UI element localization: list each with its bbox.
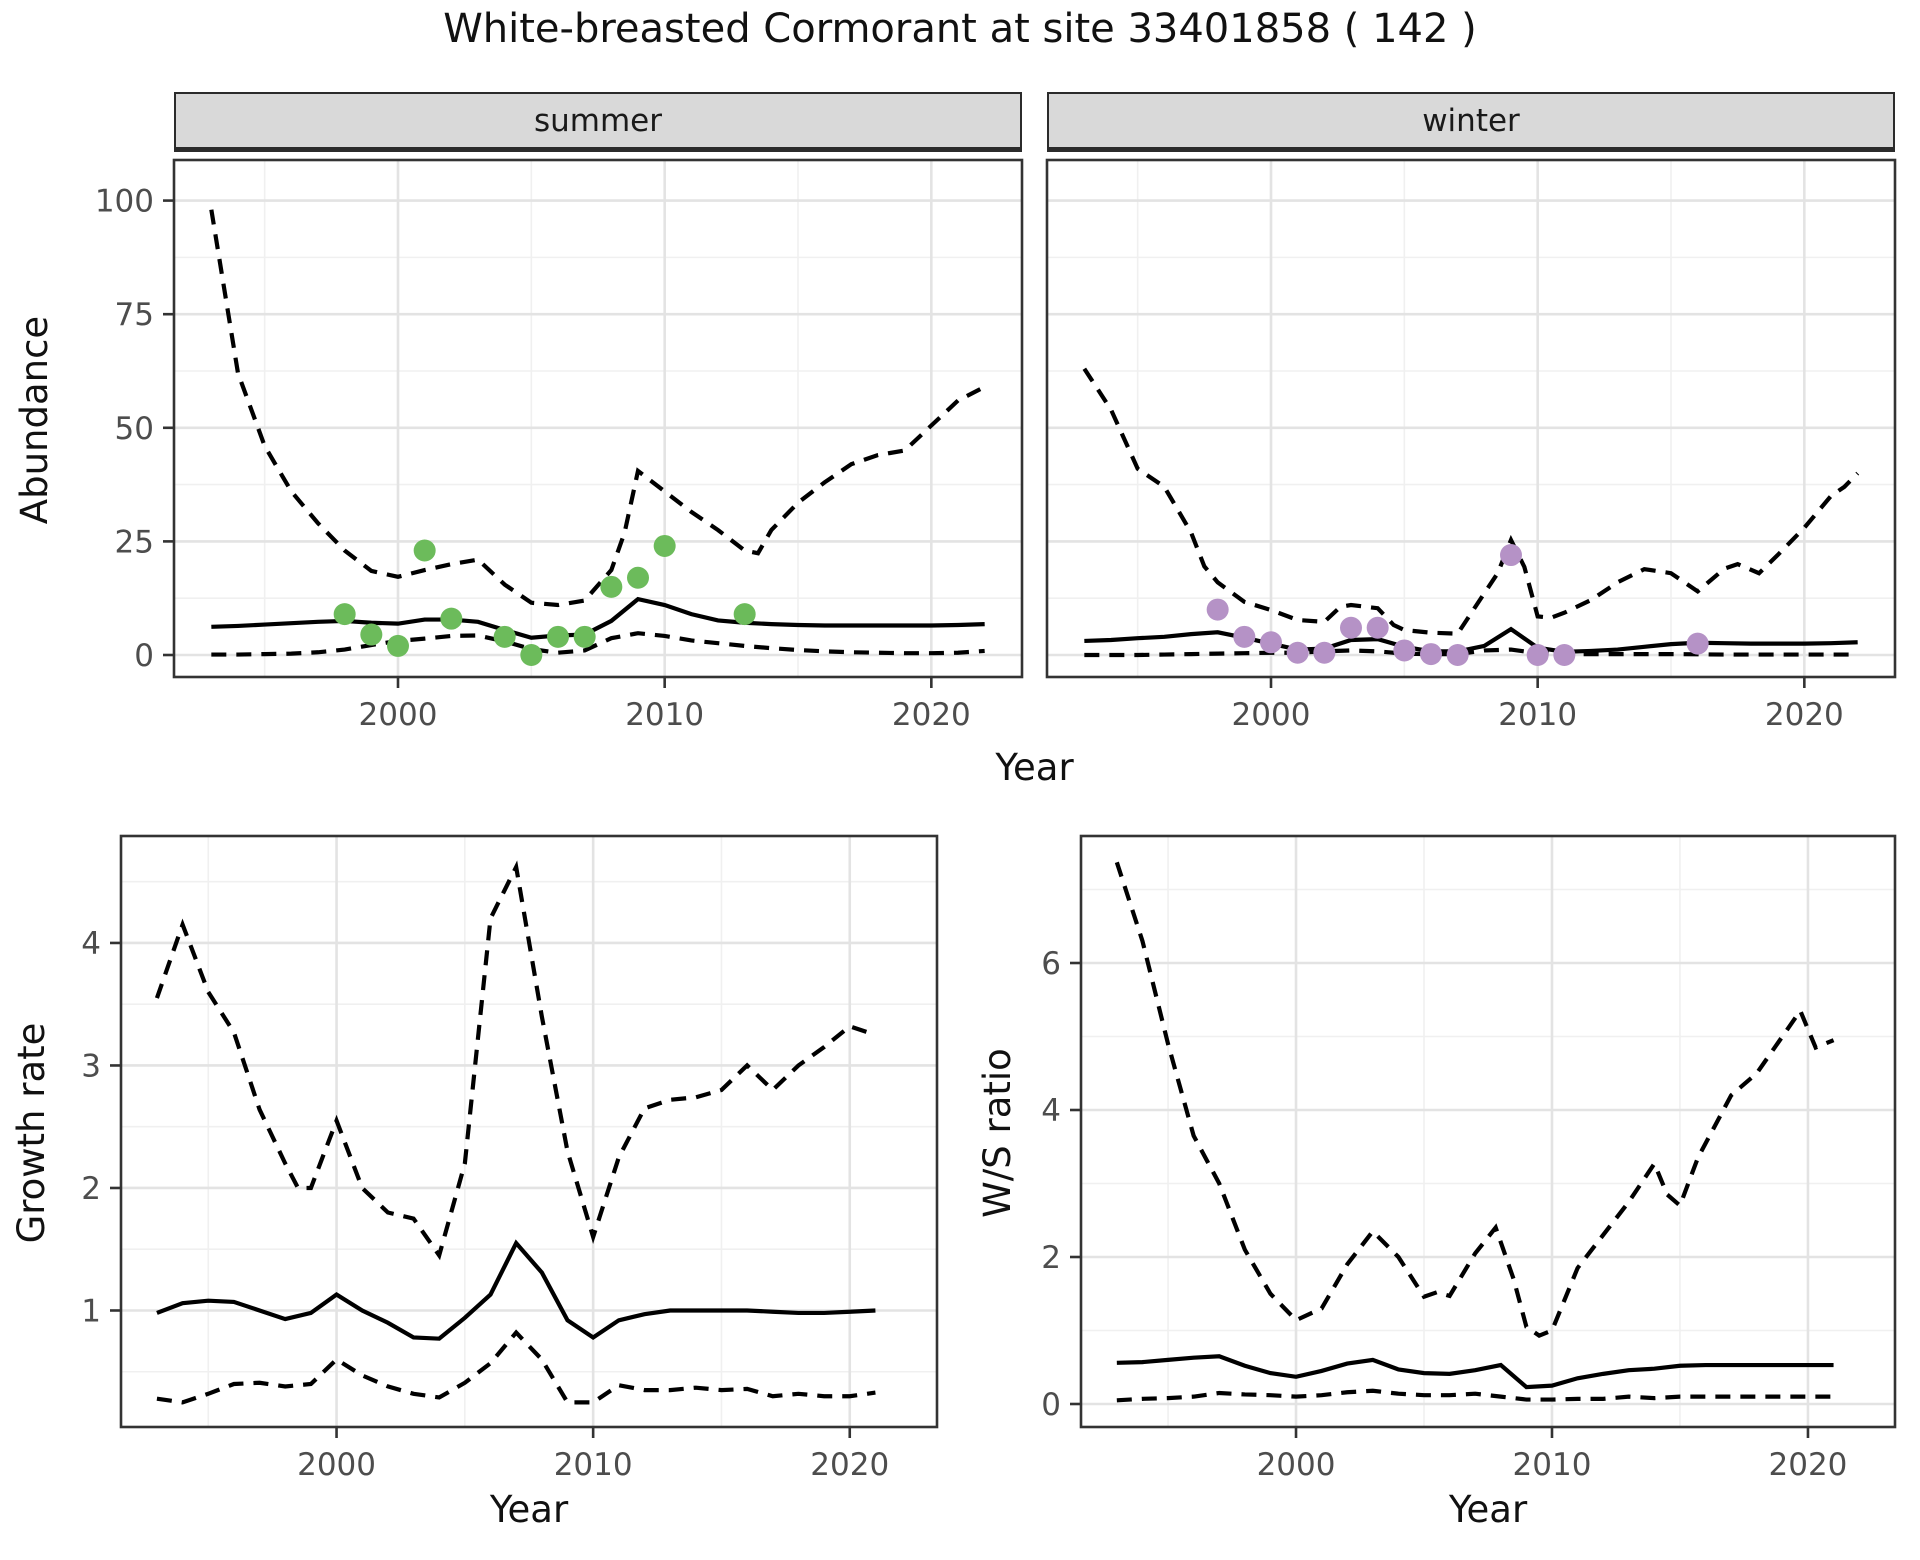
x-tick-label: 2010 bbox=[625, 697, 704, 733]
x-axis-title-bottom-left: Year bbox=[489, 1488, 569, 1531]
x-axis-title-top: Year bbox=[995, 746, 1074, 789]
ws_ratio-upper-ci-line bbox=[1114, 861, 1835, 1339]
y-tick-label: 100 bbox=[95, 184, 154, 220]
panel-ws_ratio: 2000 2010 2020 0 2 4 6 bbox=[1041, 834, 1897, 1483]
y-tick-label: 0 bbox=[134, 638, 154, 674]
growth_rate-median-line bbox=[156, 1239, 876, 1341]
y-tick-label: 0 bbox=[1041, 1387, 1061, 1423]
chart-title: White-breasted Cormorant at site 3340185… bbox=[443, 6, 1477, 52]
y-axis-title-abundance: Abundance bbox=[13, 315, 56, 525]
y-tick-label: 6 bbox=[1041, 946, 1061, 982]
x-tick-label: 2010 bbox=[554, 1447, 633, 1483]
x-tick-label: 2020 bbox=[892, 697, 971, 733]
summer_abundance-lower-ci-line bbox=[211, 631, 985, 657]
y-axis-title-ws-ratio: W/S ratio bbox=[976, 1048, 1019, 1218]
y-tick-label: 50 bbox=[115, 411, 154, 447]
x-tick-label: 2000 bbox=[359, 697, 438, 733]
ws_ratio-lower-ci-line bbox=[1116, 1388, 1834, 1403]
y-tick-label: 2 bbox=[81, 1171, 101, 1207]
winter_abundance-observation-points bbox=[1206, 544, 1709, 667]
ws_ratio-median-line bbox=[1116, 1354, 1834, 1390]
y-tick-label: 75 bbox=[115, 297, 154, 333]
y-tick-label: 25 bbox=[115, 524, 154, 560]
winter_abundance-lower-ci-line bbox=[1084, 647, 1858, 658]
y-tick-label: 1 bbox=[81, 1293, 101, 1329]
x-tick-label: 2020 bbox=[1769, 1447, 1848, 1483]
y-tick-label: 2 bbox=[1041, 1240, 1061, 1276]
x-axis-title-bottom-right: Year bbox=[1448, 1488, 1528, 1531]
y-tick-label: 4 bbox=[1041, 1093, 1061, 1129]
winter_abundance-median-line bbox=[1084, 626, 1858, 654]
growth_rate-upper-ci-line bbox=[154, 860, 877, 1261]
x-tick-label: 2000 bbox=[1232, 697, 1311, 733]
facet-strip-winter: winter bbox=[1047, 92, 1895, 152]
facet-strip-summer: summer bbox=[174, 92, 1022, 152]
y-axis-title-growth-rate: Growth rate bbox=[10, 1022, 53, 1244]
x-tick-label: 2020 bbox=[810, 1447, 889, 1483]
facet-strip-winter-label: winter bbox=[1422, 102, 1520, 139]
panel-growth_rate: 2000 2010 2020 1 2 3 4 bbox=[81, 834, 939, 1483]
x-tick-label: 2000 bbox=[297, 1447, 376, 1483]
summer_abundance-upper-ci-line bbox=[209, 209, 986, 608]
x-tick-label: 2010 bbox=[1498, 697, 1577, 733]
growth_rate-lower-ci-line bbox=[156, 1329, 876, 1405]
x-tick-label: 2010 bbox=[1513, 1447, 1592, 1483]
y-tick-label: 3 bbox=[81, 1048, 101, 1084]
summer_abundance-observation-points bbox=[333, 534, 756, 667]
y-tick-label: 4 bbox=[81, 926, 101, 962]
x-tick-label: 2020 bbox=[1765, 697, 1844, 733]
facet-strip-summer-label: summer bbox=[533, 102, 662, 139]
x-tick-label: 2000 bbox=[1257, 1447, 1336, 1483]
winter_abundance-upper-ci-line bbox=[1082, 367, 1860, 636]
panel-winter_abundance: 2000 2010 2020 bbox=[1045, 158, 1897, 733]
panel-summer_abundance: 2000 2010 2020 0 25 50 75 100 bbox=[95, 158, 1024, 733]
